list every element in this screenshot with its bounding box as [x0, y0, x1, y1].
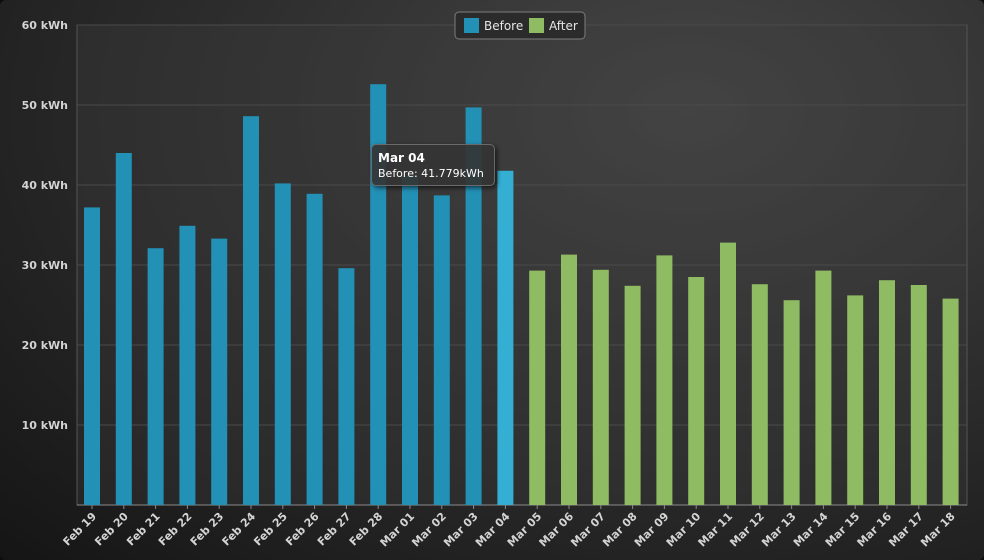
bar-after-mar-18[interactable] [942, 298, 959, 505]
y-tick-label: 50 kWh [22, 99, 68, 112]
y-tick-label: 60 kWh [22, 19, 68, 32]
bar-before-feb-20[interactable] [115, 153, 132, 505]
bar-before-feb-23[interactable] [211, 238, 228, 505]
y-axis-ticks: 10 kWh 20 kWh 30 kWh 40 kWh 50 kWh 60 kWh [22, 19, 68, 432]
x-tick-label: Feb 24 [220, 510, 259, 549]
y-tick-label: 20 kWh [22, 339, 68, 352]
bar-after-mar-17[interactable] [910, 285, 927, 505]
x-tick-label: Mar 03 [441, 510, 481, 550]
bars [84, 84, 959, 506]
bar-before-mar-02[interactable] [433, 195, 450, 505]
x-tick-label: Mar 07 [568, 510, 608, 550]
legend-item-after[interactable]: After [529, 18, 578, 33]
x-tick-label: Mar 08 [600, 510, 640, 550]
tooltip: Mar 04 Before: 41.779kWh [371, 144, 495, 186]
bar-before-feb-19[interactable] [84, 207, 100, 505]
legend-item-before[interactable]: Before [464, 18, 523, 33]
y-tick-label: 30 kWh [22, 259, 68, 272]
tooltip-value: Before: 41.779kWh [378, 167, 484, 180]
bar-after-mar-12[interactable] [751, 284, 768, 505]
legend-box [454, 11, 586, 40]
x-tick-label: Feb 26 [283, 510, 322, 549]
bar-before-feb-21[interactable] [147, 248, 164, 505]
bar-after-mar-13[interactable] [783, 300, 800, 505]
bar-after-mar-09[interactable] [656, 255, 673, 505]
bar-after-mar-11[interactable] [720, 242, 736, 505]
bar-before-mar-01[interactable] [402, 175, 418, 505]
x-tick-label: Mar 01 [378, 510, 418, 550]
bar-before-mar-03[interactable] [465, 107, 482, 506]
bar-before-feb-22[interactable] [179, 225, 196, 506]
x-tick-label: Feb 19 [61, 510, 100, 549]
bar-after-mar-07[interactable] [592, 269, 609, 505]
x-tick-label: Feb 21 [124, 510, 163, 549]
x-tick-label: Feb 20 [92, 510, 131, 549]
x-tick-label: Mar 15 [823, 510, 863, 550]
bar-before-mar-04[interactable] [497, 170, 514, 505]
x-tick-label: Feb 25 [251, 510, 290, 549]
bar-before-feb-28[interactable] [370, 84, 387, 505]
bar-after-mar-05[interactable] [529, 270, 546, 505]
x-tick-label: Feb 27 [315, 510, 354, 549]
bar-after-mar-14[interactable] [815, 270, 832, 505]
x-tick-label: Mar 17 [886, 510, 926, 550]
x-tick-label: Mar 09 [632, 510, 672, 550]
x-tick-label: Mar 12 [727, 510, 767, 550]
bar-after-mar-15[interactable] [847, 295, 864, 505]
bar-after-mar-08[interactable] [624, 285, 641, 505]
bar-before-feb-26[interactable] [306, 193, 323, 506]
bar-before-feb-24[interactable] [243, 116, 259, 505]
x-tick-label: Feb 23 [188, 510, 227, 549]
bar-before-feb-27[interactable] [338, 268, 355, 505]
x-tick-label: Feb 22 [156, 510, 195, 549]
tooltip-title: Mar 04 [378, 151, 425, 165]
legend-label-after: After [549, 19, 578, 33]
legend-swatch-before [464, 18, 479, 33]
bar-after-mar-06[interactable] [561, 254, 577, 505]
bar-after-mar-10[interactable] [688, 277, 705, 505]
legend-label-before: Before [484, 19, 523, 33]
y-tick-label: 10 kWh [22, 419, 68, 432]
bar-before-feb-25[interactable] [274, 183, 291, 505]
legend: Before After [454, 11, 586, 40]
x-tick-label: Mar 13 [759, 510, 799, 550]
legend-swatch-after [529, 18, 544, 33]
bar-after-mar-16[interactable] [879, 280, 895, 505]
x-tick-label: Mar 11 [696, 510, 736, 550]
x-tick-label: Mar 05 [505, 510, 545, 550]
x-tick-label: Mar 18 [918, 510, 958, 550]
y-tick-label: 40 kWh [22, 179, 68, 192]
x-tick-label: Mar 02 [409, 510, 449, 550]
grid-lines [76, 24, 968, 506]
